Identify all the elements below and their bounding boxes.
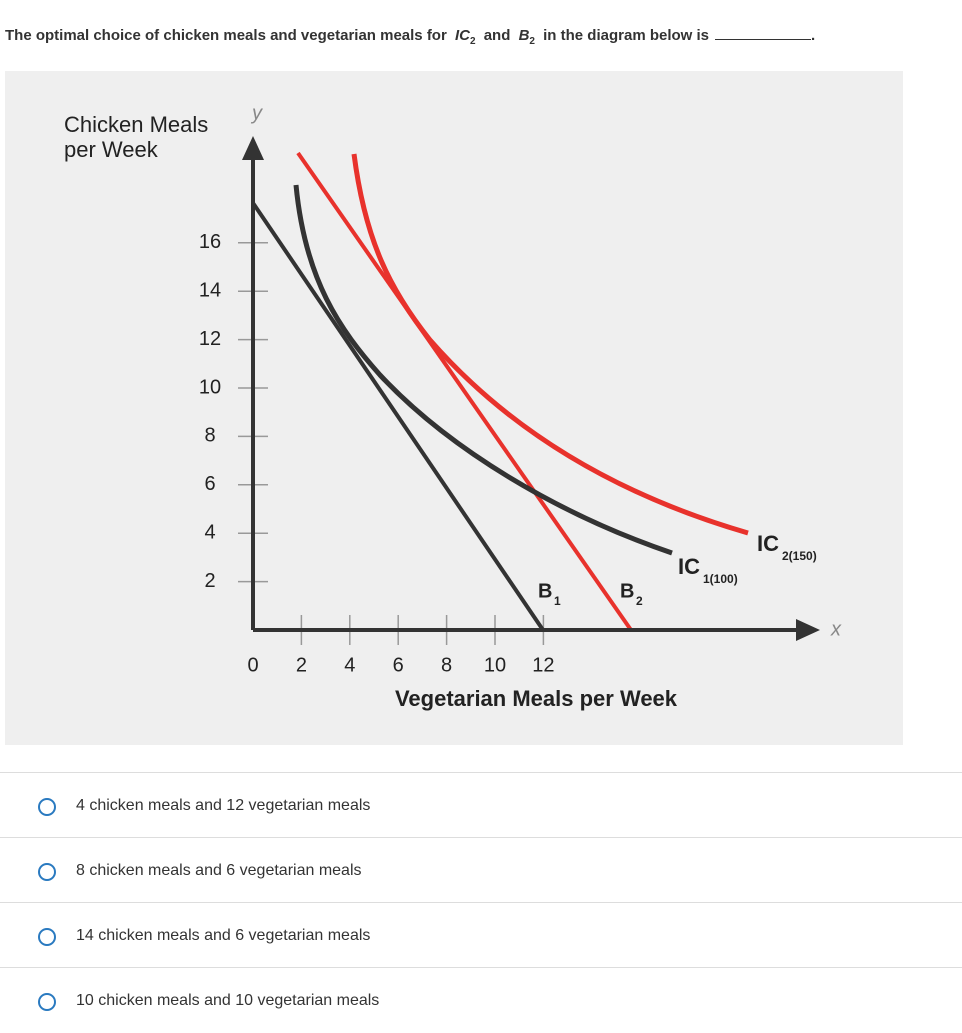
ic2-label: IC [757,531,779,556]
indifference-curve-ic1 [293,184,673,556]
question-text: in the diagram below is [543,27,710,44]
option[interactable]: 10 chicken meals and 10 vegetarian meals [0,967,962,1033]
y-title: Chicken Meals [64,112,208,137]
question-b-sub: 2 [529,36,535,47]
question-ic: IC [454,27,470,44]
answer-blank [715,39,812,40]
x-tick-label: 4 [344,654,355,676]
question-ic-sub: 2 [469,36,476,47]
question-text: . [811,27,816,44]
question: The optimal choice of chicken meals and … [5,27,815,47]
y-tick-label: 12 [199,328,221,350]
x-tick-label: 10 [484,654,506,676]
x-tick-label: 6 [393,654,404,676]
x-tick-label: 2 [296,654,307,676]
y-tick-label: 8 [204,425,215,447]
ic1-label: IC [678,554,700,579]
option-label[interactable]: 10 chicken meals and 10 vegetarian meals [76,992,380,1009]
radio-button[interactable] [38,863,56,881]
b2-label: B [620,580,634,602]
y-tick-label: 14 [199,279,221,301]
option[interactable]: 8 chicken meals and 6 vegetarian meals [0,837,962,903]
x-tick-label: 12 [532,654,554,676]
y-tick-label: 16 [199,231,221,253]
ic2-sub: 2(150) [782,549,817,563]
y-tick-label: 2 [204,570,215,592]
diagram-background [5,71,903,745]
x-letter: x [830,618,842,640]
budget-line-b1 [251,201,545,632]
option-label[interactable]: 14 chicken meals and 6 vegetarian meals [76,927,371,944]
x-tick-label: 8 [441,654,452,676]
y-letter: y [250,102,263,124]
option-label[interactable]: 8 chicken meals and 6 vegetarian meals [76,862,362,879]
y-arrow [242,136,264,160]
option[interactable]: 4 chicken meals and 12 vegetarian meals [0,772,962,838]
y-tick-label: 10 [199,376,221,398]
radio-button[interactable] [38,928,56,946]
diagram: Chicken Meals per Week y x Vegetarian Me… [5,71,903,745]
b1-sub: 1 [554,594,561,608]
indifference-curve-ic2 [351,153,749,536]
x-tick-label: 0 [247,654,258,676]
b1-label: B [538,580,552,602]
question-text: The optimal choice of chicken meals and … [5,27,447,44]
y-tick-label: 4 [204,521,215,543]
radio-button[interactable] [38,798,56,816]
x-title: Vegetarian Meals per Week [395,686,678,711]
ic1-sub: 1(100) [703,572,738,586]
question-text: and [483,27,511,44]
y-tick-label: 6 [204,473,215,495]
radio-button[interactable] [38,993,56,1011]
question-b: B [518,27,530,44]
y-title: per Week [64,137,159,162]
x-arrow [796,619,820,641]
option[interactable]: 14 chicken meals and 6 vegetarian meals [0,902,962,968]
option-label[interactable]: 4 chicken meals and 12 vegetarian meals [76,797,371,814]
b2-sub: 2 [636,594,643,608]
budget-line-b2 [296,151,633,632]
